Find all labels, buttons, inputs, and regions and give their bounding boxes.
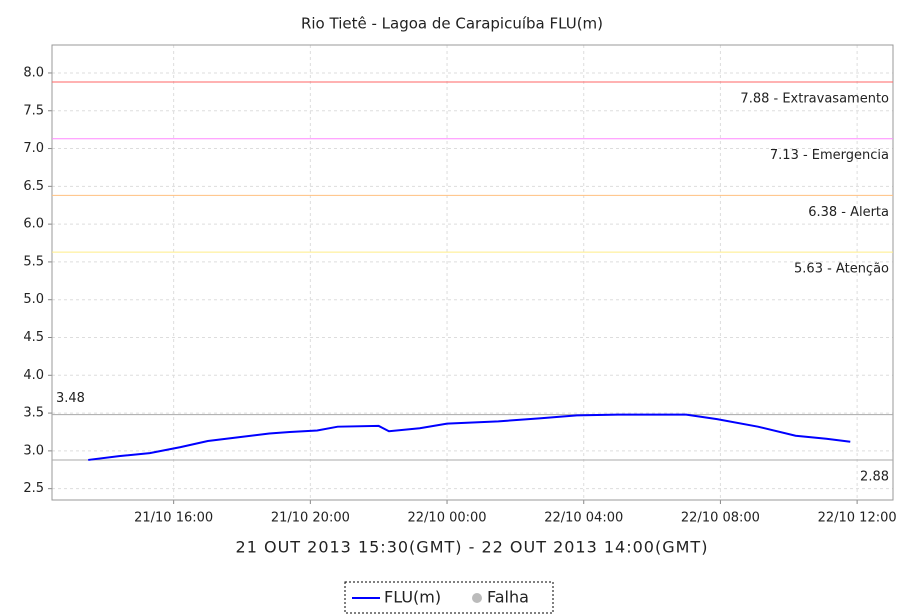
- x-tick-label: 22/10 12:00: [818, 511, 897, 526]
- threshold-label: 7.13 - Emergencia: [770, 148, 889, 163]
- threshold-label: 5.63 - Atenção: [794, 262, 889, 277]
- y-tick-label: 6.5: [23, 179, 44, 194]
- y-tick-label: 7.5: [23, 103, 44, 118]
- y-tick-label: 4.5: [23, 330, 44, 345]
- legend-label: Falha: [487, 588, 529, 607]
- x-tick-label: 22/10 00:00: [408, 511, 487, 526]
- legend-box: [344, 581, 554, 614]
- threshold-label: 3.48: [56, 391, 85, 406]
- data-line: [88, 413, 851, 461]
- x-tick-label: 21/10 16:00: [134, 511, 213, 526]
- threshold-label: 2.88: [860, 469, 889, 484]
- threshold-label: 6.38 - Alerta: [808, 205, 889, 220]
- y-tick-label: 7.0: [23, 141, 44, 156]
- y-tick-label: 5.5: [23, 254, 44, 269]
- plot-area: [51, 44, 894, 501]
- y-tick-label: 3.0: [23, 443, 44, 458]
- chart-title: Rio Tietê - Lagoa de Carapicuíba FLU(m): [301, 15, 603, 33]
- y-tick-label: 3.5: [23, 406, 44, 421]
- legend-swatch: [472, 593, 482, 603]
- y-tick-label: 4.0: [23, 368, 44, 383]
- y-tick-label: 6.0: [23, 217, 44, 232]
- x-tick-label: 22/10 04:00: [544, 511, 623, 526]
- y-tick-label: 2.5: [23, 481, 44, 496]
- y-tick-label: 8.0: [23, 65, 44, 80]
- legend-label: FLU(m): [384, 588, 441, 607]
- x-axis-label: 21 OUT 2013 15:30(GMT) - 22 OUT 2013 14:…: [236, 538, 709, 557]
- threshold-label: 7.88 - Extravasamento: [740, 92, 889, 107]
- y-tick-label: 5.0: [23, 292, 44, 307]
- x-tick-label: 21/10 20:00: [271, 511, 350, 526]
- x-tick-label: 22/10 08:00: [681, 511, 760, 526]
